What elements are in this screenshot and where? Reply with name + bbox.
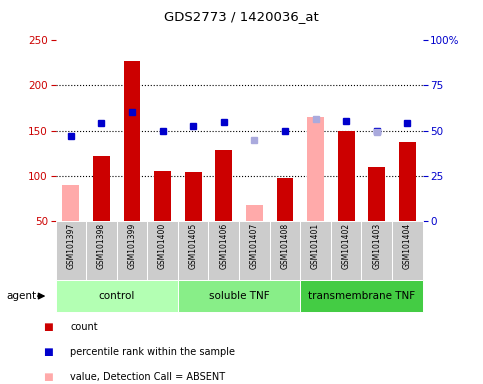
Bar [178, 280, 300, 312]
Text: agent: agent [6, 291, 36, 301]
Bar [338, 131, 355, 266]
Text: GDS2773 / 1420036_at: GDS2773 / 1420036_at [164, 10, 319, 23]
Bar [154, 171, 171, 266]
Text: GSM101398: GSM101398 [97, 223, 106, 269]
Bar [369, 167, 385, 266]
Text: GSM101400: GSM101400 [158, 223, 167, 270]
Bar [300, 280, 423, 312]
Bar [277, 179, 293, 266]
Text: ■: ■ [43, 322, 53, 332]
Text: count: count [70, 322, 98, 332]
Bar [147, 221, 178, 280]
Text: GSM101407: GSM101407 [250, 223, 259, 270]
Bar [124, 61, 141, 266]
Text: ■: ■ [43, 372, 53, 382]
Bar [399, 142, 416, 266]
Text: GSM101399: GSM101399 [128, 223, 137, 270]
Bar [307, 117, 324, 266]
Bar [270, 221, 300, 280]
Bar [93, 156, 110, 266]
Text: value, Detection Call = ABSENT: value, Detection Call = ABSENT [70, 372, 225, 382]
Bar [239, 221, 270, 280]
Text: GSM101401: GSM101401 [311, 223, 320, 269]
Text: GSM101402: GSM101402 [341, 223, 351, 269]
Bar [178, 221, 209, 280]
Bar [392, 221, 423, 280]
Text: GSM101405: GSM101405 [189, 223, 198, 270]
Bar [215, 149, 232, 266]
Bar [86, 221, 117, 280]
Text: GSM101404: GSM101404 [403, 223, 412, 270]
Bar [361, 221, 392, 280]
Text: control: control [99, 291, 135, 301]
Text: soluble TNF: soluble TNF [209, 291, 270, 301]
Bar [331, 221, 361, 280]
Bar [246, 205, 263, 266]
Text: GSM101406: GSM101406 [219, 223, 228, 270]
Bar [117, 221, 147, 280]
Text: GSM101397: GSM101397 [66, 223, 75, 270]
Bar [300, 221, 331, 280]
Text: percentile rank within the sample: percentile rank within the sample [70, 347, 235, 357]
Text: GSM101403: GSM101403 [372, 223, 381, 270]
Bar [185, 172, 201, 266]
Text: GSM101408: GSM101408 [281, 223, 289, 269]
Bar [62, 185, 79, 266]
Bar [56, 221, 86, 280]
Bar [209, 221, 239, 280]
Text: transmembrane TNF: transmembrane TNF [308, 291, 415, 301]
Text: ■: ■ [43, 347, 53, 357]
Bar [56, 280, 178, 312]
